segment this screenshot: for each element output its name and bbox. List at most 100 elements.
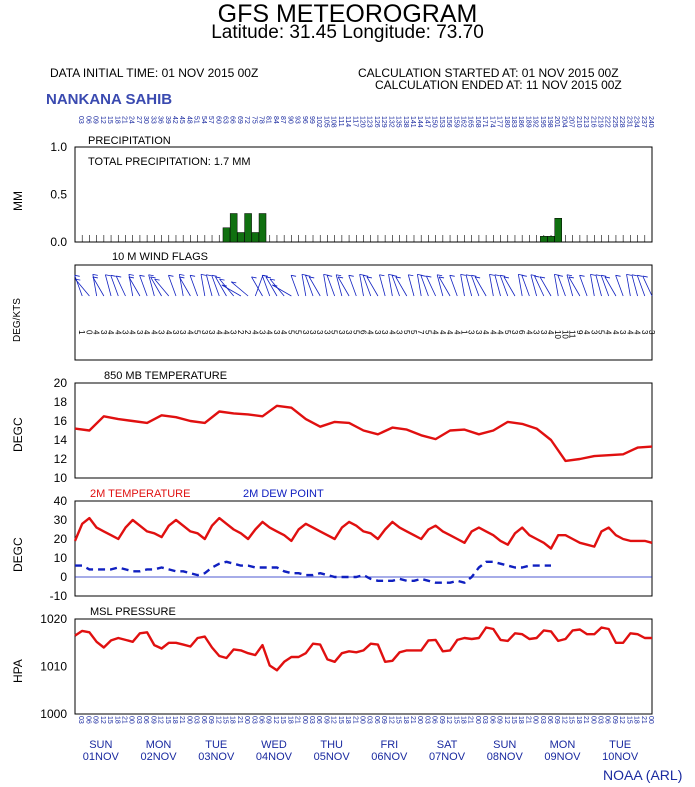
wind-flag-barb [566, 274, 573, 277]
wind-flag-barb [395, 276, 401, 279]
wind-flag-barb [269, 278, 276, 281]
date-label: 01NOV [83, 751, 120, 763]
wind-flag-barb [219, 278, 225, 281]
day-of-week-label: TUE [609, 739, 631, 751]
wind-flag-barb [426, 275, 432, 278]
y-tick-label: 16 [54, 414, 68, 428]
wind-flag-staff [104, 274, 112, 297]
wind-flag-staff [168, 275, 177, 297]
wind-flag-barb [379, 274, 385, 277]
bottom-hour-label: 09 [496, 716, 503, 724]
top-hour-label: 42 [171, 116, 178, 124]
wind-flag-barb [150, 276, 156, 279]
wind-flag-staff [348, 275, 357, 297]
wind-flag-staff [474, 276, 487, 297]
temperature-line [73, 516, 653, 550]
day-of-week-label: FRI [380, 739, 398, 751]
wind-speed-label: 5 [330, 330, 339, 335]
bottom-hour-label: 00 [647, 716, 654, 724]
wind-flag-staff [499, 275, 509, 297]
top-hour-label: 237 [640, 116, 647, 128]
credit-label: NOAA (ARL) [603, 767, 683, 783]
bottom-hour-label: 21 [236, 716, 243, 724]
wind-speed-label: 3 [510, 330, 519, 335]
wind-flag-barb [637, 274, 643, 277]
wind-flag-staff [150, 276, 162, 297]
bottom-hour-label: 06 [200, 716, 207, 724]
top-hour-label: 06 [84, 116, 91, 124]
top-hour-label: 18 [113, 116, 120, 124]
dewpoint-line [75, 560, 551, 584]
wind-speed-label: 4 [481, 330, 490, 335]
top-hour-label: 114 [344, 116, 351, 127]
top-hour-label: 102 [315, 116, 322, 128]
top-hour-label: 45 [178, 116, 185, 124]
bottom-hour-label: 12 [214, 716, 221, 724]
wind-flag-barb [309, 276, 315, 279]
top-hour-label: 132 [387, 116, 394, 128]
wind-flag-staff [251, 276, 263, 297]
wind-flag-barb [337, 276, 344, 279]
bottom-hour-label: 00 [474, 716, 481, 724]
bottom-hour-label: 00 [243, 716, 250, 724]
day-of-week-label: THU [320, 739, 343, 751]
bottom-hour-label: 21 [582, 716, 589, 724]
wind-flag-staff [115, 275, 126, 297]
top-hour-label: 123 [366, 116, 373, 128]
y-tick-label: 20 [54, 376, 68, 390]
wind-speed-label: 4 [185, 330, 194, 335]
wind-speed-label: 4 [366, 330, 375, 335]
pressure-line [74, 626, 652, 672]
wind-speed-label: 4 [113, 330, 122, 335]
date-label: 09NOV [544, 751, 581, 763]
wind-speed-label: 4 [250, 330, 259, 335]
wind-speed-label: 5 [597, 330, 606, 335]
wind-speed-label: 4 [546, 330, 555, 335]
location-label: NANKANA SAHIB [46, 91, 173, 108]
wind-flag-barb [449, 274, 455, 277]
wind-flag-barb [475, 276, 481, 279]
top-hour-label: 165 [467, 116, 474, 128]
wind-speed-label: 4 [431, 330, 440, 335]
date-label: 02NOV [141, 751, 178, 763]
wind-speed-label: 3 [373, 330, 382, 335]
wind-speed-label: 3 [640, 330, 649, 335]
wind-speed-label: 5 [286, 330, 295, 335]
wind-flag-staff [579, 275, 588, 297]
calculation-started: CALCULATION STARTED AT: 01 NOV 2015 00Z [358, 66, 619, 80]
wind-speed-label: 4 [279, 330, 288, 335]
temp-panel-frame [74, 500, 653, 597]
wind-speed-label: 3 [467, 330, 476, 335]
wind-flag-staff [590, 274, 595, 297]
wind-flag-staff [366, 276, 379, 297]
wind-speed-label: 3 [308, 330, 317, 335]
wind-flag-barb [168, 274, 174, 277]
bottom-hour-label: 00 [185, 716, 192, 724]
top-hour-label: 144 [416, 116, 423, 128]
top-hour-label: 87 [279, 116, 286, 124]
wind-speed-label: 4 [488, 330, 497, 335]
bottom-hour-label: 00 [128, 716, 135, 724]
bottom-hour-label: 03 [77, 716, 84, 724]
bottom-hour-label: 06 [373, 716, 380, 724]
wind-flag-staff [379, 274, 386, 297]
wind-flag-barb [139, 274, 145, 277]
wind-flag-staff [407, 274, 415, 297]
bottom-hour-label: 00 [301, 716, 308, 724]
wind-flag-staff [215, 276, 227, 297]
wind-flag-barb [231, 281, 237, 284]
bottom-hour-label: 03 [250, 716, 257, 724]
wind-speed-label: 3 [120, 330, 129, 335]
date-label: 06NOV [371, 751, 408, 763]
bottom-hour-label: 12 [387, 716, 394, 724]
top-hour-label: 69 [236, 116, 243, 124]
wind-flag-staff [600, 275, 610, 297]
bottom-hour-label: 18 [459, 716, 466, 724]
top-hour-label: 180 [503, 116, 510, 128]
wind-speed-label: 0 [84, 330, 93, 335]
wind-speed-label: 3 [647, 330, 656, 335]
wind-flag-barb [408, 274, 414, 277]
precip-bar [554, 218, 562, 243]
day-of-week-label: WED [261, 739, 287, 751]
top-hour-label: 228 [618, 116, 625, 128]
